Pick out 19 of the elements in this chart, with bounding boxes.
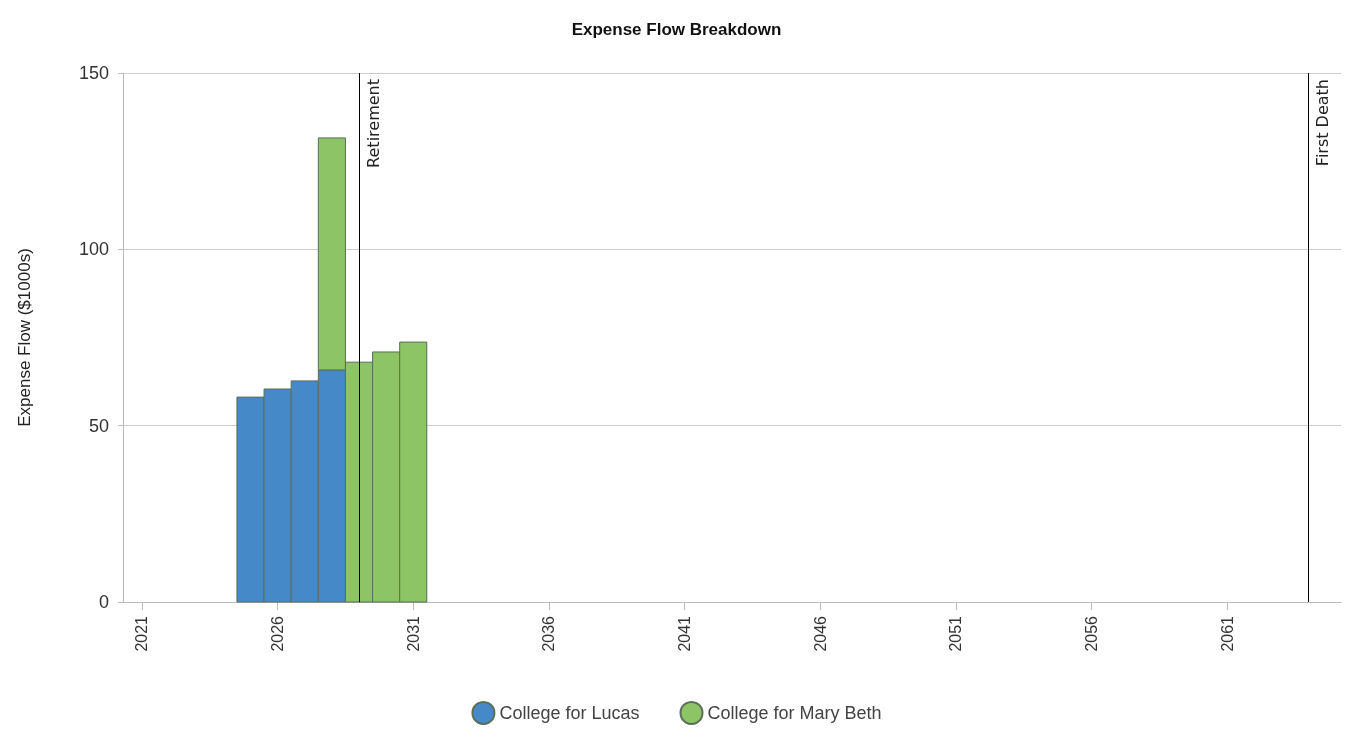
x-tick-label: 2026 <box>269 615 287 652</box>
x-tick-label: 2041 <box>676 615 694 652</box>
x-tick-label: 2021 <box>133 615 151 652</box>
chart-title: Expense Flow Breakdown <box>571 20 782 39</box>
x-tick-label: 2036 <box>540 615 558 652</box>
x-tick-label: 2046 <box>811 615 829 652</box>
y-tick-label: 50 <box>88 415 109 436</box>
ref-line-label: First Death <box>1312 79 1332 167</box>
y-tick-label: 100 <box>78 239 109 260</box>
ref-line-label: Retirement <box>363 79 383 168</box>
legend-label: College for Mary Beth <box>707 703 882 723</box>
legend-label: College for Lucas <box>499 703 640 723</box>
x-tick-label: 2051 <box>947 615 965 652</box>
x-tick-label: 2061 <box>1218 615 1236 652</box>
y-tick-label: 150 <box>78 63 109 83</box>
x-tick-label: 2031 <box>404 615 422 652</box>
x-tick-label: 2056 <box>1082 615 1100 652</box>
y-axis-title: Expense Flow ($1000s) <box>15 248 34 427</box>
y-tick-label: 0 <box>98 592 109 612</box>
